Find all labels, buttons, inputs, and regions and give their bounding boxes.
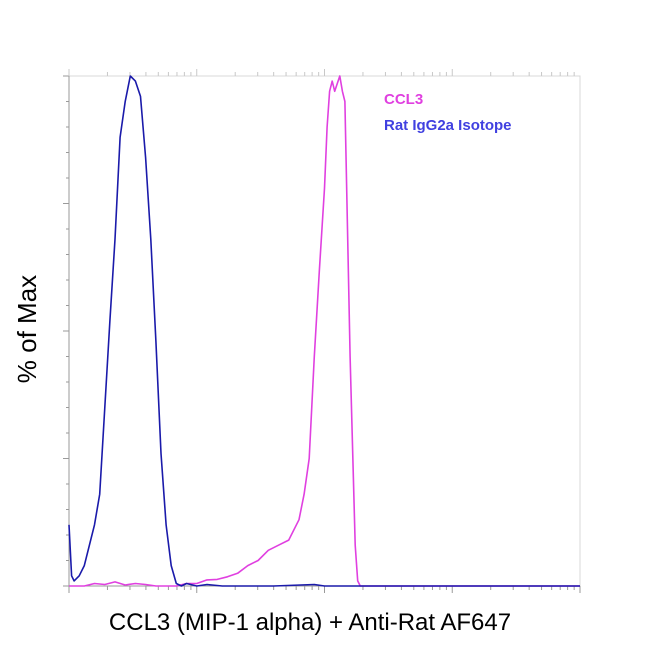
x-axis-title: CCL3 (MIP-1 alpha) + Anti-Rat AF647: [109, 609, 511, 636]
legend-entry-isotype: Rat IgG2a Isotope: [384, 117, 512, 134]
legend: CCL3 Rat IgG2a Isotope: [384, 91, 512, 134]
series-layer: [68, 75, 580, 587]
axes: [63, 69, 581, 593]
series-line-isotype: [68, 75, 580, 587]
y-axis-title: % of Max: [12, 275, 42, 383]
legend-entry-ccl3: CCL3: [384, 91, 423, 108]
